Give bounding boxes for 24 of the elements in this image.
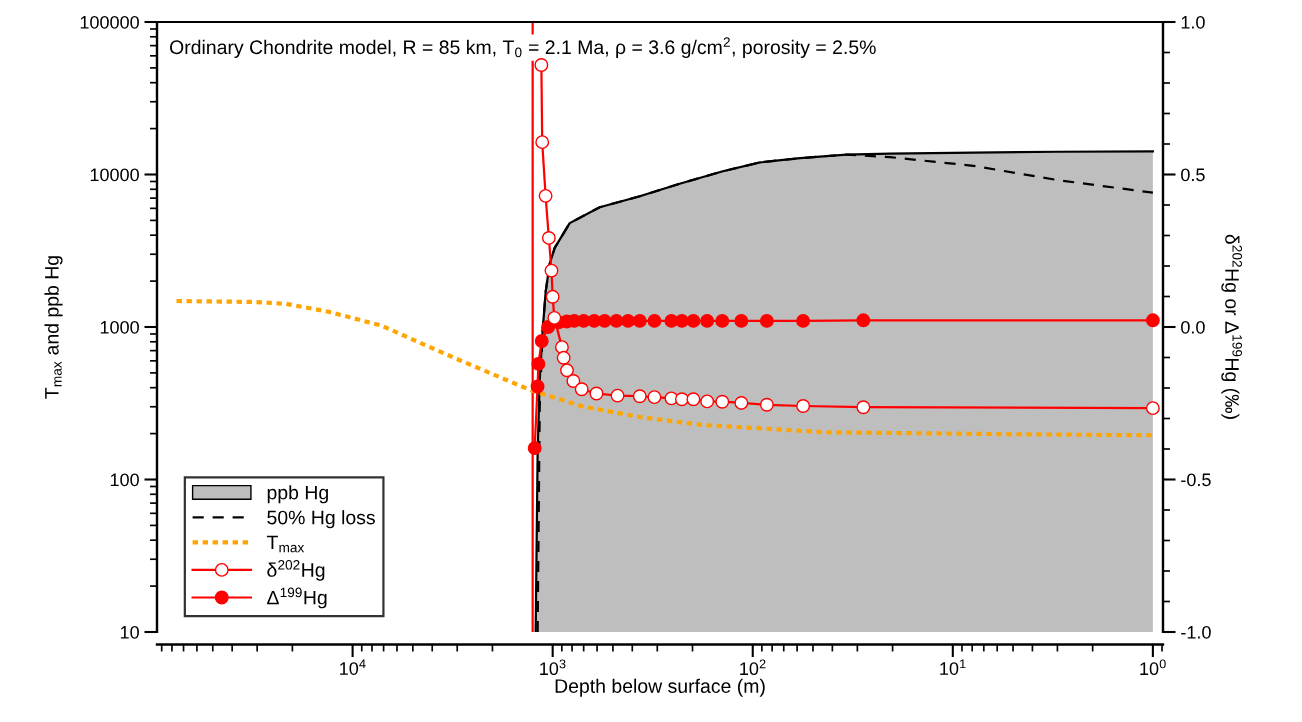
legend-label: T$_{max}$ <box>266 535 305 553</box>
y-axis-title: T$_{max}$ and ppb Hg <box>44 256 63 399</box>
y-tick-label: 100000 <box>80 15 139 29</box>
y-tick-label: 10 <box>120 625 139 639</box>
legend-label: Δ$^{199}$Hg <box>267 587 327 609</box>
y2-tick-label: -1.0 <box>1181 625 1211 639</box>
x-axis-title: Depth below surface (m) <box>555 678 765 697</box>
legend-label: ppb Hg <box>267 485 328 504</box>
y2-axis-title: δ$^{202}$Hg or Δ$^{199}$Hg (‰) <box>1221 234 1243 419</box>
y2-tick-label: 1.0 <box>1181 15 1205 29</box>
legend-label: δ$^{202}$Hg <box>267 559 325 581</box>
x-tick-label: 10$^{0}$ <box>1140 659 1166 676</box>
y-tick-label: 1000 <box>100 320 139 334</box>
y2-tick-label: 0.5 <box>1181 168 1205 182</box>
y-tick-label: 100 <box>110 473 139 487</box>
y-tick-label: 10000 <box>90 168 139 182</box>
x-tick-label: 10$^{3}$ <box>540 659 566 676</box>
y2-tick-label: 0.0 <box>1181 320 1205 334</box>
y2-tick-label: -0.5 <box>1181 473 1211 487</box>
x-tick-label: 10$^{2}$ <box>740 659 766 676</box>
x-tick-label: 10$^{1}$ <box>940 659 966 675</box>
x-tick-label: 10$^{4}$ <box>340 659 366 675</box>
legend-label: 50% Hg loss <box>267 510 375 529</box>
text: Ordinary Chondrite model, R = 85 km, T$_{0}$ = 2.1 Ma, ρ = 3.6 g/cm$^{2}$, porosity = 2.5% <box>169 37 876 58</box>
